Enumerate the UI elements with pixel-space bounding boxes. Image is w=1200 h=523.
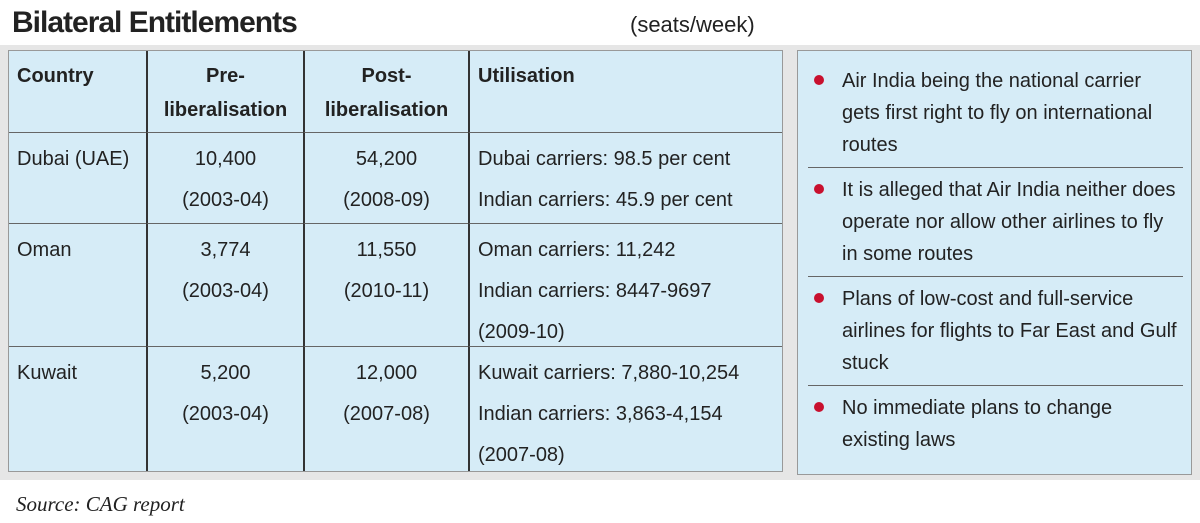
column-header: Country (9, 51, 146, 133)
cell-line: (2003-04) (182, 403, 269, 425)
title: Bilateral Entitlements (12, 6, 298, 39)
table-cell: Oman (9, 223, 146, 346)
bullet (814, 293, 824, 303)
table-cell: Kuwait (9, 346, 146, 471)
table-cell: Dubai (UAE) (9, 133, 146, 223)
note-text: It is alleged that Air India neither doe… (842, 179, 1176, 265)
cell-line: 10,400 (194, 148, 257, 170)
bullet (814, 402, 824, 412)
table-cell: 54,200 (2008-09) (303, 133, 468, 223)
table-cell: Oman carriers: 11,242 Indian carriers: 84… (468, 223, 782, 346)
cell-line: (2003-04) (182, 189, 269, 211)
cell-line: Oman (17, 239, 72, 261)
cell-line: Dubai (UAE) (17, 148, 130, 170)
cell-line: Oman carriers: 11,242 (478, 239, 676, 261)
cell-line: (2008-09) (343, 189, 430, 211)
source: Source: CAG report (16, 492, 185, 516)
notes-box: Air India being the national carrier get… (797, 50, 1192, 475)
cell-line: 12,000 (355, 362, 418, 384)
table-cell: 12,000 (2007-08) (303, 346, 468, 471)
column-header: Utilisation (468, 51, 782, 133)
cell-line: 3,774 (200, 239, 251, 261)
note-item: Plans of low-cost and full-service airli… (808, 277, 1183, 386)
unit: (seats/week) (630, 12, 755, 37)
cell-line: Indian carriers: 8447-9697 (478, 280, 712, 302)
note-item: No immediate plans to change existing la… (808, 386, 1183, 462)
column-header: Pre-liberalisation (146, 51, 303, 133)
cell-line: (2010-11) (343, 280, 430, 302)
note-text: Plans of low-cost and full-service airli… (842, 288, 1177, 374)
cell-line: (2007-08) (478, 444, 565, 466)
column-header: Post-liberalisation (303, 51, 468, 133)
cell-line: 5,200 (200, 362, 251, 384)
note-text: No immediate plans to change existing la… (842, 397, 1113, 451)
cell-line: Kuwait carriers: 7,880-10,254 (478, 362, 740, 384)
note-text: Air India being the national carrier get… (842, 70, 1153, 156)
cell-line: Indian carriers: 3,863-4,154 (478, 403, 723, 425)
note-item: It is alleged that Air India neither doe… (808, 168, 1183, 277)
table-cell: 5,200 (2003-04) (146, 346, 303, 471)
cell-line: (2003-04) (182, 280, 269, 302)
table-cell: Kuwait carriers: 7,880-10,254 Indian carr… (468, 346, 782, 471)
table-cell: 3,774 (2003-04) (146, 223, 303, 346)
table: Country Pre-liberalisation Post-liberalisa… (8, 50, 783, 472)
table-cell: Dubai carriers: 98.5 per cent Indian carr… (468, 133, 782, 223)
note-item: Air India being the national carrier get… (808, 59, 1183, 168)
cell-line: 54,200 (355, 148, 418, 170)
cell-line: Dubai carriers: 98.5 per cent (478, 148, 731, 170)
cell-line: Kuwait (17, 362, 78, 384)
cell-line: (2007-08) (343, 403, 430, 425)
cell-line: (2009-10) (478, 321, 565, 343)
cell-line: 11,550 (356, 239, 417, 261)
bullet (814, 184, 824, 194)
table-cell: 10,400 (2003-04) (146, 133, 303, 223)
bullet (814, 75, 824, 85)
cell-line: Indian carriers: 45.9 per cent (478, 189, 733, 211)
table-cell: 11,550 (2010-11) (303, 223, 468, 346)
